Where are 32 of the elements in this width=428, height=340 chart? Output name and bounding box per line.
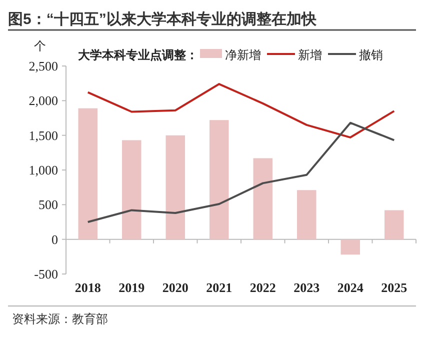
x-tick-label: 2020 xyxy=(162,280,188,295)
y-tick-label: 2,500 xyxy=(28,58,58,74)
x-tick-label: 2019 xyxy=(118,280,146,295)
y-tick-label: 2,000 xyxy=(28,93,58,108)
bar xyxy=(122,140,142,240)
line-series xyxy=(86,83,396,138)
bar xyxy=(166,135,185,240)
x-tick-label: 2024 xyxy=(337,280,364,295)
legend-title: 大学本科专业点调整： xyxy=(78,48,198,62)
text: 资料来源：教育部 xyxy=(12,312,108,326)
legend-label: 新增 xyxy=(298,48,322,62)
x-tick-label: 2021 xyxy=(206,280,232,295)
legend-label: 净新增 xyxy=(225,48,261,62)
x-tick-label: 2023 xyxy=(294,280,320,295)
y-axis-title: 个 xyxy=(34,39,46,53)
y-tick-label: 1,000 xyxy=(28,162,58,178)
y-tick-label: 1,500 xyxy=(28,128,58,143)
x-tick-label: 2022 xyxy=(250,280,276,295)
bar xyxy=(253,158,272,240)
bar xyxy=(297,190,316,240)
x-tick-label: 2018 xyxy=(74,280,102,295)
bar xyxy=(78,108,98,240)
bar xyxy=(340,239,360,255)
x-tick-label: 2025 xyxy=(381,280,408,295)
y-tick-label: -500 xyxy=(34,266,58,282)
bar xyxy=(210,120,229,240)
line-series xyxy=(86,122,396,223)
y-tick-label: 500 xyxy=(38,197,58,212)
bar xyxy=(384,210,404,240)
chart-title: 图5：“十四五”以来大学本科专业的调整在加快 xyxy=(8,11,318,28)
y-tick-label: 0 xyxy=(52,232,58,247)
legend-label: 撤销 xyxy=(359,48,383,62)
